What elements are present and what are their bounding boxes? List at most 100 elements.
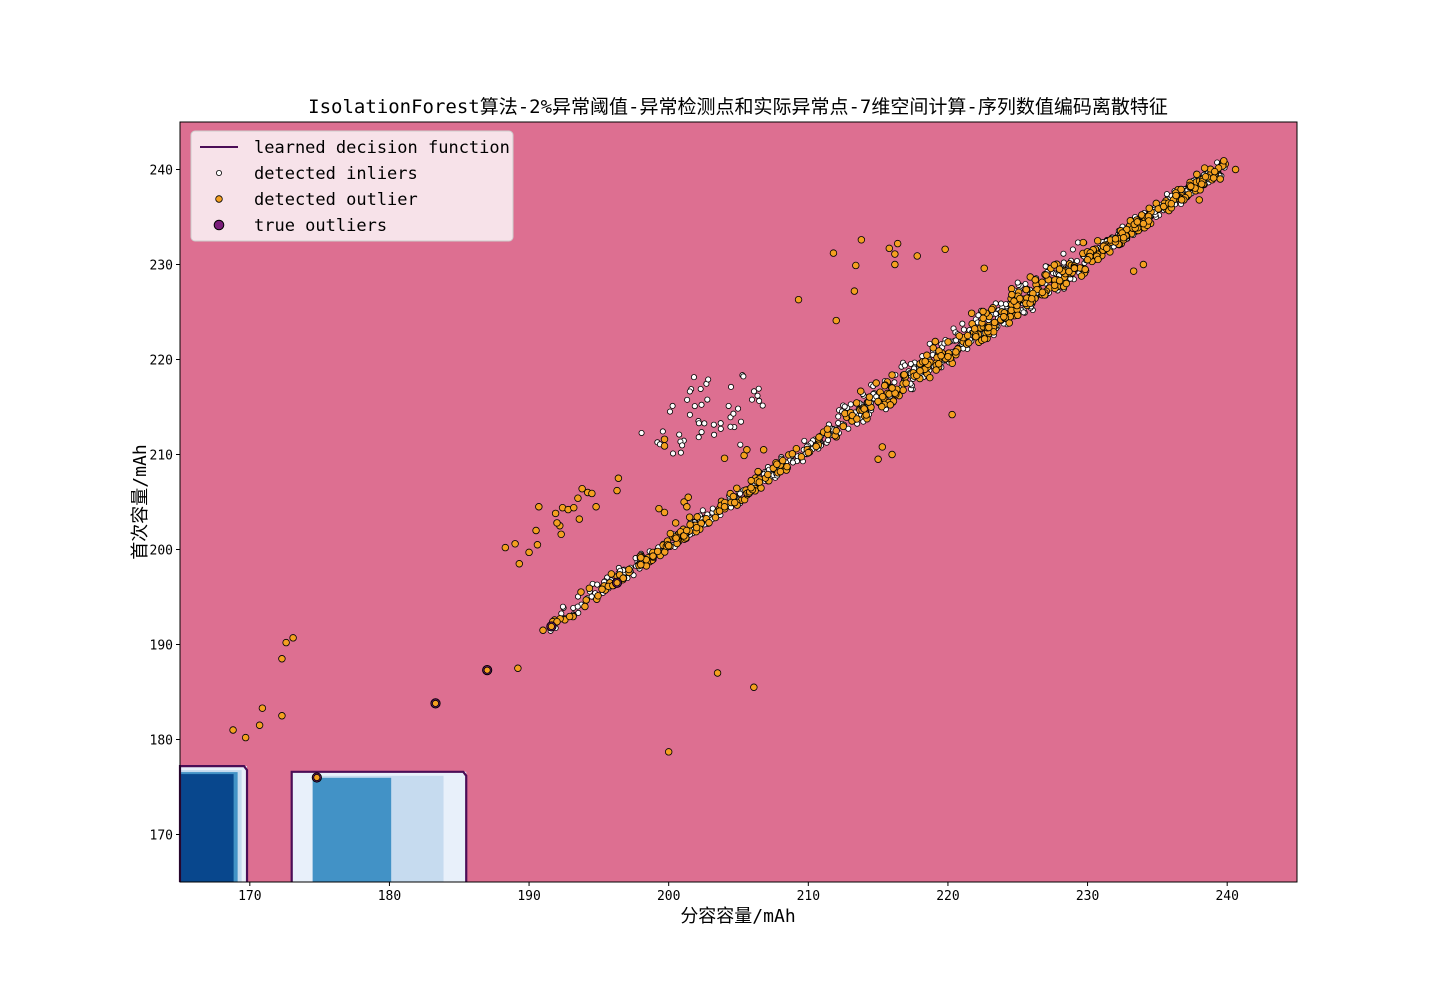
outlier-point xyxy=(682,526,691,535)
outlier-point xyxy=(1065,267,1073,276)
outlier-point xyxy=(594,592,602,600)
outlier-point xyxy=(1077,272,1086,280)
inlier-point xyxy=(727,423,734,430)
outlier-point xyxy=(1103,244,1111,253)
outlier-point xyxy=(1050,261,1059,269)
outlier-point xyxy=(750,683,758,691)
outlier-point xyxy=(880,381,889,390)
inlier-point xyxy=(684,396,691,403)
inlier-point xyxy=(698,401,705,408)
inlier-point xyxy=(841,403,848,410)
outlier-point xyxy=(888,371,896,379)
outlier-point xyxy=(241,733,250,742)
inlier-point xyxy=(676,431,683,438)
outlier-point xyxy=(931,337,939,346)
outlier-point xyxy=(852,399,861,407)
inlier-point xyxy=(789,459,796,466)
outlier-point xyxy=(743,446,751,454)
outlier-point xyxy=(1197,180,1206,188)
inlier-point xyxy=(754,392,761,399)
x-tick-label: 190 xyxy=(517,889,540,904)
outlier-point xyxy=(902,379,910,387)
true-outlier-detected-point xyxy=(432,699,440,707)
inlier-point xyxy=(1069,246,1076,253)
outlier-point xyxy=(664,542,673,550)
outlier-point xyxy=(941,245,949,253)
true-outlier-detected-point xyxy=(547,622,555,630)
y-tick-label: 240 xyxy=(150,164,173,179)
outlier-point xyxy=(565,612,574,621)
outlier-point xyxy=(929,344,937,352)
outlier-point xyxy=(229,726,237,734)
outlier-point xyxy=(660,442,669,450)
outlier-point xyxy=(1220,157,1228,165)
outlier-point xyxy=(539,626,547,634)
outlier-point xyxy=(720,503,729,511)
outlier-point xyxy=(693,513,701,521)
outlier-point xyxy=(860,405,868,413)
outlier-point xyxy=(885,244,893,253)
outlier-point xyxy=(754,467,762,476)
outlier-point xyxy=(614,474,623,482)
outlier-point xyxy=(812,442,820,451)
outlier-point xyxy=(885,390,893,398)
outlier-point xyxy=(921,357,929,366)
outlier-point xyxy=(857,236,866,244)
outlier-point xyxy=(613,486,621,495)
inlier-point xyxy=(709,505,716,512)
y-tick-label: 170 xyxy=(150,829,173,844)
outlier-point xyxy=(778,456,787,465)
outlier-point xyxy=(666,529,675,538)
inlier-point xyxy=(695,434,702,441)
outlier-point xyxy=(730,498,739,507)
outlier-point xyxy=(1081,265,1089,274)
x-tick-label: 230 xyxy=(1076,889,1099,904)
y-tick-label: 220 xyxy=(150,354,173,369)
outlier-point xyxy=(729,492,738,501)
outlier-point xyxy=(893,239,902,248)
outlier-point xyxy=(967,309,976,317)
outlier-point xyxy=(832,427,840,435)
outlier-point xyxy=(926,373,934,382)
inlier-point xyxy=(701,420,708,427)
legend-outlier-marker xyxy=(215,195,223,203)
outlier-point xyxy=(804,448,813,457)
y-tick-label: 190 xyxy=(150,639,173,654)
inlier-point xyxy=(738,418,745,425)
outlier-point xyxy=(990,318,999,327)
outlier-point xyxy=(1094,237,1102,245)
inlier-point xyxy=(755,385,762,392)
inlier-point xyxy=(801,437,808,444)
outlier-point xyxy=(979,314,987,322)
outlier-point xyxy=(988,305,996,314)
inlier-point xyxy=(748,396,755,403)
inlier-point xyxy=(695,420,702,427)
outlier-point xyxy=(1014,311,1022,320)
outlier-point xyxy=(711,513,720,522)
inlier-point xyxy=(1020,309,1027,316)
legend-label: detected inliers xyxy=(254,164,418,184)
outlier-point xyxy=(776,467,785,476)
outlier-point xyxy=(515,560,523,568)
outlier-point xyxy=(705,519,713,527)
outlier-point xyxy=(533,541,542,549)
outlier-point xyxy=(289,634,297,642)
chart-title: IsolationForest算法-2%异常阈值-异常检测点和实际异常点-7维空… xyxy=(308,96,1168,118)
outlier-point xyxy=(1038,288,1047,297)
outlier-point xyxy=(955,332,963,340)
outlier-point xyxy=(720,454,729,462)
outlier-point xyxy=(1070,264,1079,272)
inlier-point xyxy=(735,405,742,412)
x-tick-label: 220 xyxy=(936,889,959,904)
outlier-point xyxy=(598,585,606,593)
outlier-point xyxy=(874,455,882,463)
outlier-point xyxy=(655,504,663,513)
inlier-point xyxy=(659,428,666,435)
outlier-point xyxy=(1055,265,1064,273)
legend-true-outlier-marker xyxy=(213,219,225,231)
outlier-point xyxy=(916,367,924,375)
outlier-point xyxy=(619,574,627,582)
inlier-point xyxy=(594,581,601,588)
outlier-point xyxy=(850,287,859,295)
y-tick-label: 200 xyxy=(150,544,173,559)
